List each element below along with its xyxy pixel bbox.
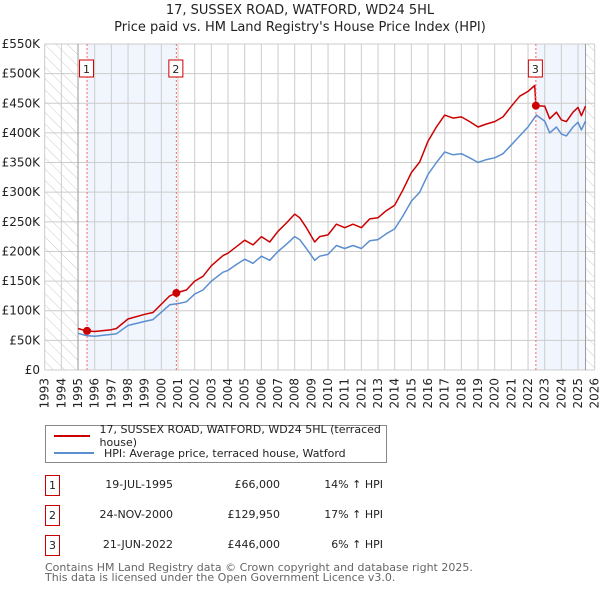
y-tick-label: £300K xyxy=(2,185,42,199)
x-tick-label: 2000 xyxy=(154,378,168,409)
x-tick-label: 2018 xyxy=(454,378,468,409)
sale-price: £446,000 xyxy=(227,538,281,551)
x-tick-label: 2002 xyxy=(188,378,202,409)
sale-number: 2 xyxy=(45,505,60,526)
x-tick-label: 2024 xyxy=(554,378,568,409)
x-tick-label: 2008 xyxy=(288,378,302,409)
y-tick-label: £150K xyxy=(2,274,42,288)
sale-date: 19-JUL-1995 xyxy=(105,478,173,491)
sale-label-box xyxy=(79,59,95,78)
x-tick-label: 2017 xyxy=(438,378,452,409)
y-tick-label: £400K xyxy=(2,126,42,140)
x-tick-label: 2019 xyxy=(471,378,485,409)
y-tick-label: £100K xyxy=(2,304,42,318)
y-tick-label: £350K xyxy=(2,156,42,170)
sale-row: 3 21-JUN-2022 £446,000 6% ↑ HPI xyxy=(45,535,385,556)
sale-price: £129,950 xyxy=(227,508,281,521)
sale-price: £66,000 xyxy=(234,478,281,491)
sale-point xyxy=(531,101,540,110)
sale-hpi-diff: 14% ↑ HPI xyxy=(324,478,383,491)
sale-hpi-diff: 17% ↑ HPI xyxy=(324,508,383,521)
y-tick-label: £500K xyxy=(2,67,42,81)
shaded-region-3 xyxy=(535,44,586,370)
sale-number: 1 xyxy=(45,475,60,496)
x-tick-label: 2003 xyxy=(204,378,218,409)
x-tick-label: 2021 xyxy=(504,378,518,409)
x-tick-label: 1998 xyxy=(121,378,135,409)
sale-point xyxy=(172,288,181,297)
shaded-region-1-2 xyxy=(87,44,177,370)
x-tick-label: 2012 xyxy=(354,378,368,409)
hpi-line xyxy=(77,114,587,337)
x-tick-label: 2014 xyxy=(388,378,402,409)
x-tick-label: 2020 xyxy=(488,378,502,409)
sale-label-box xyxy=(527,59,543,78)
x-tick-label: 2010 xyxy=(321,378,335,409)
legend-label: 17, SUSSEX ROAD, WATFORD, WD24 5HL (terr… xyxy=(99,423,381,449)
hatch-region-after xyxy=(585,44,595,370)
sale-label: 1 xyxy=(83,63,90,76)
x-tick-label: 2013 xyxy=(371,378,385,409)
x-tick-label: 2006 xyxy=(254,378,268,409)
x-tick-label: 2009 xyxy=(304,378,318,409)
legend: 17, SUSSEX ROAD, WATFORD, WD24 5HL (terr… xyxy=(45,423,387,463)
x-tick-label: 2005 xyxy=(238,378,252,409)
legend-item-property: 17, SUSSEX ROAD, WATFORD, WD24 5HL (terr… xyxy=(54,423,386,449)
sale-label: 3 xyxy=(532,63,539,76)
x-tick-label: 2025 xyxy=(571,378,585,409)
x-tick-label: 1999 xyxy=(138,378,152,409)
property-price-line xyxy=(77,84,587,333)
x-tick-label: 1995 xyxy=(71,378,85,409)
footer-licence: This data is licensed under the Open Gov… xyxy=(45,571,396,584)
sale-date: 21-JUN-2022 xyxy=(102,538,173,551)
x-tick-label: 1993 xyxy=(38,378,52,409)
x-tick-label: 1997 xyxy=(104,378,118,409)
x-tick-label: 2023 xyxy=(538,378,552,409)
legend-swatch-blue xyxy=(54,452,94,454)
legend-swatch-red xyxy=(54,435,90,437)
x-tick-label: 2022 xyxy=(521,378,535,409)
x-tick-label: 2026 xyxy=(588,378,600,409)
chart-subtitle: Price paid vs. HM Land Registry's House … xyxy=(114,20,486,35)
sale-number: 3 xyxy=(45,535,60,556)
sale-label-box xyxy=(168,59,184,78)
x-tick-label: 2015 xyxy=(404,378,418,409)
x-tick-label: 2001 xyxy=(171,378,185,409)
y-tick-label: £250K xyxy=(2,215,42,229)
sale-point xyxy=(83,326,92,335)
y-tick-label: £0 xyxy=(25,363,40,377)
x-tick-label: 2016 xyxy=(421,378,435,409)
chart-title: 17, SUSSEX ROAD, WATFORD, WD24 5HL xyxy=(165,3,435,18)
sale-label: 2 xyxy=(172,63,179,76)
x-tick-label: 2011 xyxy=(338,378,352,409)
sale-row: 1 19-JUL-1995 £66,000 14% ↑ HPI xyxy=(45,475,385,496)
x-tick-label: 1994 xyxy=(54,378,68,409)
y-tick-label: £550K xyxy=(2,37,42,51)
y-tick-label: £50K xyxy=(9,333,41,347)
legend-label: HPI: Average price, terraced house, Watf… xyxy=(104,446,346,460)
x-tick-label: 2007 xyxy=(271,378,285,409)
sale-row: 2 24-NOV-2000 £129,950 17% ↑ HPI xyxy=(45,505,385,526)
x-tick-label: 1996 xyxy=(88,378,102,409)
x-tick-label: 2004 xyxy=(221,378,235,409)
y-tick-label: £450K xyxy=(2,96,42,110)
sale-date: 24-NOV-2000 xyxy=(99,508,173,521)
y-tick-label: £200K xyxy=(2,244,42,258)
legend-item-hpi: HPI: Average price, terraced house, Watf… xyxy=(54,445,346,461)
sale-hpi-diff: 6% ↑ HPI xyxy=(331,538,383,551)
footer-copyright: Contains HM Land Registry data © Crown c… xyxy=(45,561,473,574)
